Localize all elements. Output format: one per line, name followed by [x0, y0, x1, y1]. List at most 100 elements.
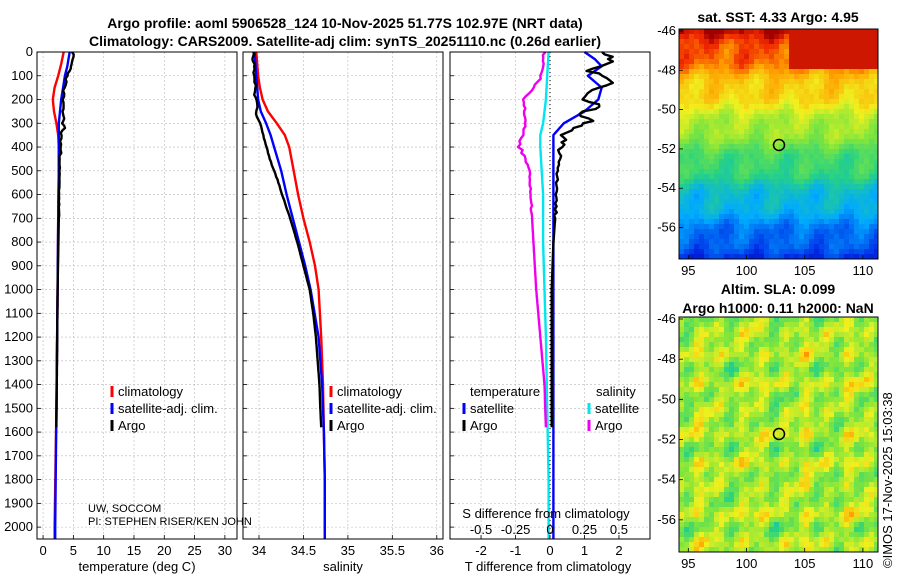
map-cell	[709, 517, 715, 523]
map-cell	[684, 119, 690, 125]
map-cell	[769, 99, 775, 105]
map-cell	[794, 432, 800, 438]
map-cell	[864, 362, 870, 368]
map-cell	[799, 537, 805, 543]
map-cell	[749, 164, 755, 170]
y-tick-label: 700	[11, 210, 33, 225]
map-cell	[714, 547, 720, 553]
map-cell	[844, 457, 850, 463]
map-cell	[799, 452, 805, 458]
map-cell	[759, 427, 765, 433]
map-cell	[824, 477, 830, 483]
map-cell	[779, 392, 785, 398]
map-cell	[714, 94, 720, 100]
map-cell	[734, 49, 740, 55]
map-cell	[679, 49, 685, 55]
map-cell	[789, 422, 795, 428]
map-cell	[749, 144, 755, 150]
map-cell	[689, 367, 695, 373]
map-cell	[704, 357, 710, 363]
map-cell	[814, 422, 820, 428]
map-cell	[734, 229, 740, 235]
map-cell	[839, 159, 845, 165]
map-cell	[699, 29, 705, 35]
map-cell	[724, 219, 730, 225]
map-cell	[704, 34, 710, 40]
map-cell	[809, 54, 815, 60]
sst-map-title: sat. SST: 4.33 Argo: 4.95	[697, 9, 859, 25]
map-cell	[834, 99, 840, 105]
map-cell	[789, 527, 795, 533]
map-cell	[864, 427, 870, 433]
map-cell	[824, 432, 830, 438]
map-cell	[739, 134, 745, 140]
map-cell	[689, 189, 695, 195]
map-cell	[824, 327, 830, 333]
map-cell	[699, 452, 705, 458]
map-cell	[734, 94, 740, 100]
map-cell	[819, 149, 825, 155]
map-cell	[784, 352, 790, 358]
salinity-xlabel: salinity	[323, 559, 363, 574]
map-cell	[744, 332, 750, 338]
map-cell	[714, 254, 720, 260]
map-cell	[679, 224, 685, 230]
map-cell	[749, 492, 755, 498]
map-cell	[854, 69, 860, 75]
map-cell	[804, 119, 810, 125]
map-cell	[804, 502, 810, 508]
map-cell	[749, 59, 755, 65]
map-cell	[739, 347, 745, 353]
map-cell	[779, 189, 785, 195]
map-cell	[814, 342, 820, 348]
y-tick-label: 1700	[4, 448, 33, 463]
map-cell	[704, 44, 710, 50]
map-cell	[829, 387, 835, 393]
map-cell	[774, 332, 780, 338]
map-cell	[794, 169, 800, 175]
map-cell	[804, 407, 810, 413]
map-cell	[779, 397, 785, 403]
map-cell	[789, 387, 795, 393]
map-cell	[774, 457, 780, 463]
map-cell	[724, 522, 730, 528]
map-cell	[869, 317, 875, 323]
map-cell	[749, 397, 755, 403]
map-cell	[834, 119, 840, 125]
map-cell	[829, 512, 835, 518]
map-cell	[849, 214, 855, 220]
map-cell	[799, 239, 805, 245]
map-cell	[794, 372, 800, 378]
map-cell	[869, 89, 875, 95]
map-cell	[689, 377, 695, 383]
map-cell	[849, 169, 855, 175]
map-cell	[844, 387, 850, 393]
x-tick-label: 34.5	[291, 543, 316, 558]
map-cell	[694, 532, 700, 538]
map-cell	[749, 169, 755, 175]
map-cell	[839, 119, 845, 125]
map-cell	[739, 537, 745, 543]
map-cell	[809, 89, 815, 95]
map-cell	[784, 422, 790, 428]
map-cell	[814, 209, 820, 215]
map-cell	[869, 204, 875, 210]
map-cell	[679, 412, 685, 418]
map-cell	[819, 462, 825, 468]
map-cell	[829, 492, 835, 498]
map-cell	[679, 497, 685, 503]
map-cell	[764, 497, 770, 503]
map-cell	[874, 472, 879, 478]
map-cell	[834, 352, 840, 358]
map-cell	[874, 397, 879, 403]
map-cell	[734, 362, 740, 368]
map-cell	[804, 84, 810, 90]
map-cell	[779, 34, 785, 40]
map-cell	[769, 367, 775, 373]
map-cell	[859, 189, 865, 195]
map-cell	[724, 422, 730, 428]
map-cell	[779, 422, 785, 428]
map-cell	[849, 199, 855, 205]
map-cell	[864, 452, 870, 458]
